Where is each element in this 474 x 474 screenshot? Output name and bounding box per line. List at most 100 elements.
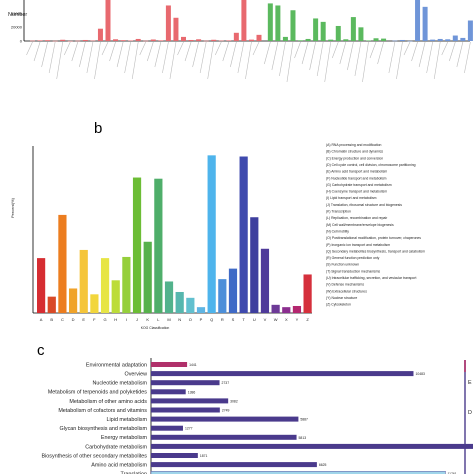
kog-bar: [303, 274, 312, 313]
go-bar: [256, 34, 262, 41]
go-x-tick-label: [124, 41, 131, 74]
kegg-value-label: 5887: [300, 418, 308, 422]
kog-x-tick-label: Z: [306, 317, 309, 322]
go-bar: [248, 39, 254, 41]
kegg-category-label: Amino acid metabolism: [91, 463, 147, 469]
go-bar: [37, 40, 43, 41]
go-x-tick-label: [294, 41, 301, 59]
go-x-tick-label: [264, 41, 271, 65]
kog-bar: [292, 305, 302, 313]
go-bar: [135, 38, 141, 41]
kegg-bar: [151, 389, 186, 395]
kog-x-tick-label: H: [114, 317, 117, 322]
go-bar: [373, 38, 379, 41]
go-bar: [196, 39, 202, 41]
go-bar: [188, 39, 194, 41]
go-bar: [226, 40, 232, 41]
go-bar: [335, 25, 341, 41]
go-bar: [381, 38, 387, 41]
go-x-tick-label: [86, 41, 94, 74]
go-x-tick-label: [362, 41, 369, 83]
go-x-tick-label: [418, 41, 426, 68]
go-y-tick-label: 0: [20, 38, 23, 43]
kegg-category-label: Metabolism of cofactors and vitamins: [58, 408, 147, 414]
kog-legend-item: (S) Function unknown: [326, 263, 359, 267]
go-bar: [365, 40, 371, 41]
go-x-tick-label: [449, 41, 456, 62]
go-x-tick-label: [388, 41, 396, 74]
kog-bar: [47, 296, 56, 313]
go-x-tick-label: [33, 41, 41, 62]
go-x-tick-label: [48, 41, 56, 74]
go-bar: [392, 40, 398, 42]
kog-legend-item: (J) Translation, ribosomal structure and…: [326, 203, 402, 207]
kog-bar: [111, 280, 120, 313]
go-y-axis-label: Number: [8, 12, 27, 18]
kegg-value-label: 2737: [222, 381, 230, 385]
go-bar: [82, 39, 88, 41]
go-bar: [120, 40, 126, 41]
kog-x-tick-label: C: [61, 317, 64, 322]
kog-x-tick-label: J: [136, 317, 138, 322]
go-x-tick-label: [316, 41, 324, 77]
go-bar: [313, 18, 319, 41]
go-bar: [452, 35, 458, 41]
kog-legend-item: (I) Lipid transport and metabolism: [326, 196, 377, 200]
kegg-bar: [151, 362, 188, 367]
go-bar: [399, 39, 405, 41]
kegg-side-letter-e: E: [468, 380, 472, 386]
kog-x-tick-label: F: [93, 317, 96, 322]
kegg-category-label: Biosynthesis of other secondary metaboli…: [42, 453, 148, 459]
go-bar: [30, 40, 35, 42]
kog-x-tick-label: D: [72, 317, 75, 322]
go-bar: [320, 21, 326, 41]
go-x-tick-label: [377, 41, 384, 65]
go-x-tick-label: [147, 41, 154, 62]
go-bar: [128, 40, 134, 42]
go-x-tick-label: [411, 41, 418, 62]
go-bar: [90, 40, 96, 42]
kegg-bar: [151, 462, 317, 468]
go-x-tick-label: [339, 41, 347, 65]
go-bar: [467, 20, 473, 41]
go-bar-chart: Number 40000 20000 0: [8, 0, 473, 83]
kegg-category-label: Translation: [121, 472, 147, 474]
kog-bar: [68, 288, 78, 313]
kog-legend-item: (P) Inorganic ion transport and metaboli…: [326, 243, 390, 247]
go-x-tick-label: [207, 41, 214, 80]
kegg-category-label: Metabolism of terpenoids and polyketides: [48, 390, 147, 396]
go-bar: [67, 40, 73, 42]
kog-legend-item: (V) Defense mechanisms: [326, 283, 364, 287]
go-x-tick-label: [139, 41, 147, 56]
go-x-tick-label: [169, 41, 177, 80]
go-bar: [97, 28, 103, 41]
go-x-tick-label: [41, 41, 48, 68]
go-x-tick-label: [309, 41, 316, 71]
kegg-category-label: Carbohydrate metabolism: [85, 444, 147, 450]
kog-bar: [164, 281, 174, 313]
kog-x-tick-label: L: [157, 317, 160, 322]
kegg-bar: [151, 425, 183, 431]
go-x-tick-label: [271, 41, 279, 71]
go-x-tick-label: [199, 41, 207, 74]
kegg-bar: [151, 434, 297, 440]
kog-legend-item: (Q) Secondary metabolites biosynthesis, …: [326, 249, 425, 253]
go-x-tick-label: [396, 41, 403, 80]
kegg-category-label: Nucleotide metabolism: [92, 381, 147, 387]
go-bar: [407, 40, 413, 42]
kog-x-tick-label: P: [200, 317, 203, 322]
kegg-value-label: 5813: [299, 436, 307, 440]
kog-legend-item: (D) Cell cycle control, cell division, c…: [326, 163, 416, 167]
go-x-tick-label: [94, 41, 101, 80]
go-x-tick-label: [331, 41, 339, 59]
kog-legend-item: (M) Cell wall/membrane/envelope biogenes…: [326, 223, 394, 227]
kog-legend-item: (A) RNA processing and modification: [326, 143, 382, 147]
kegg-category-label: Overview: [125, 372, 148, 378]
kog-x-tick-label: X: [285, 317, 288, 322]
go-x-tick-label: [464, 41, 471, 74]
kog-y-axis-label: Percent(%): [10, 197, 15, 218]
kog-x-tick-label: A: [40, 317, 43, 322]
go-bar: [165, 5, 171, 41]
kog-bar: [207, 155, 216, 313]
kog-bar: [218, 279, 227, 313]
